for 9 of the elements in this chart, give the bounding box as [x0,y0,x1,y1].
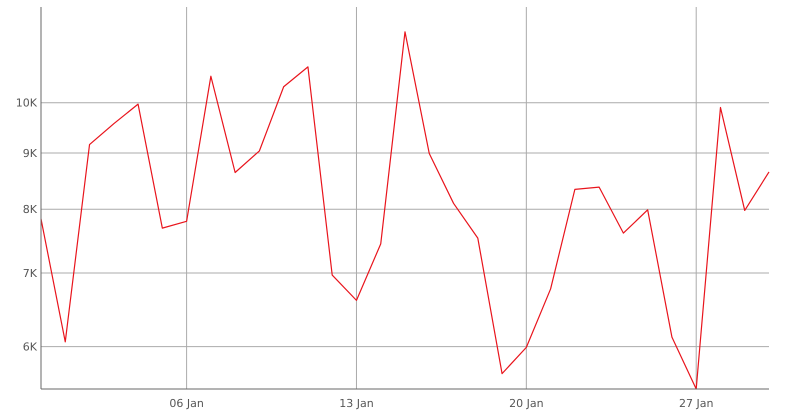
x-tick-label: 13 Jan [339,397,374,410]
y-tick-label: 9K [22,147,38,160]
x-tick-label: 20 Jan [509,397,544,410]
y-tick-label: 10K [16,96,38,110]
y-tick-label: 7K [22,266,38,280]
x-tick-label: 06 Jan [169,397,204,410]
y-tick-label: 6K [22,340,38,354]
x-tick-label: 27 Jan [678,397,714,410]
y-tick-label: 8K [22,203,38,216]
